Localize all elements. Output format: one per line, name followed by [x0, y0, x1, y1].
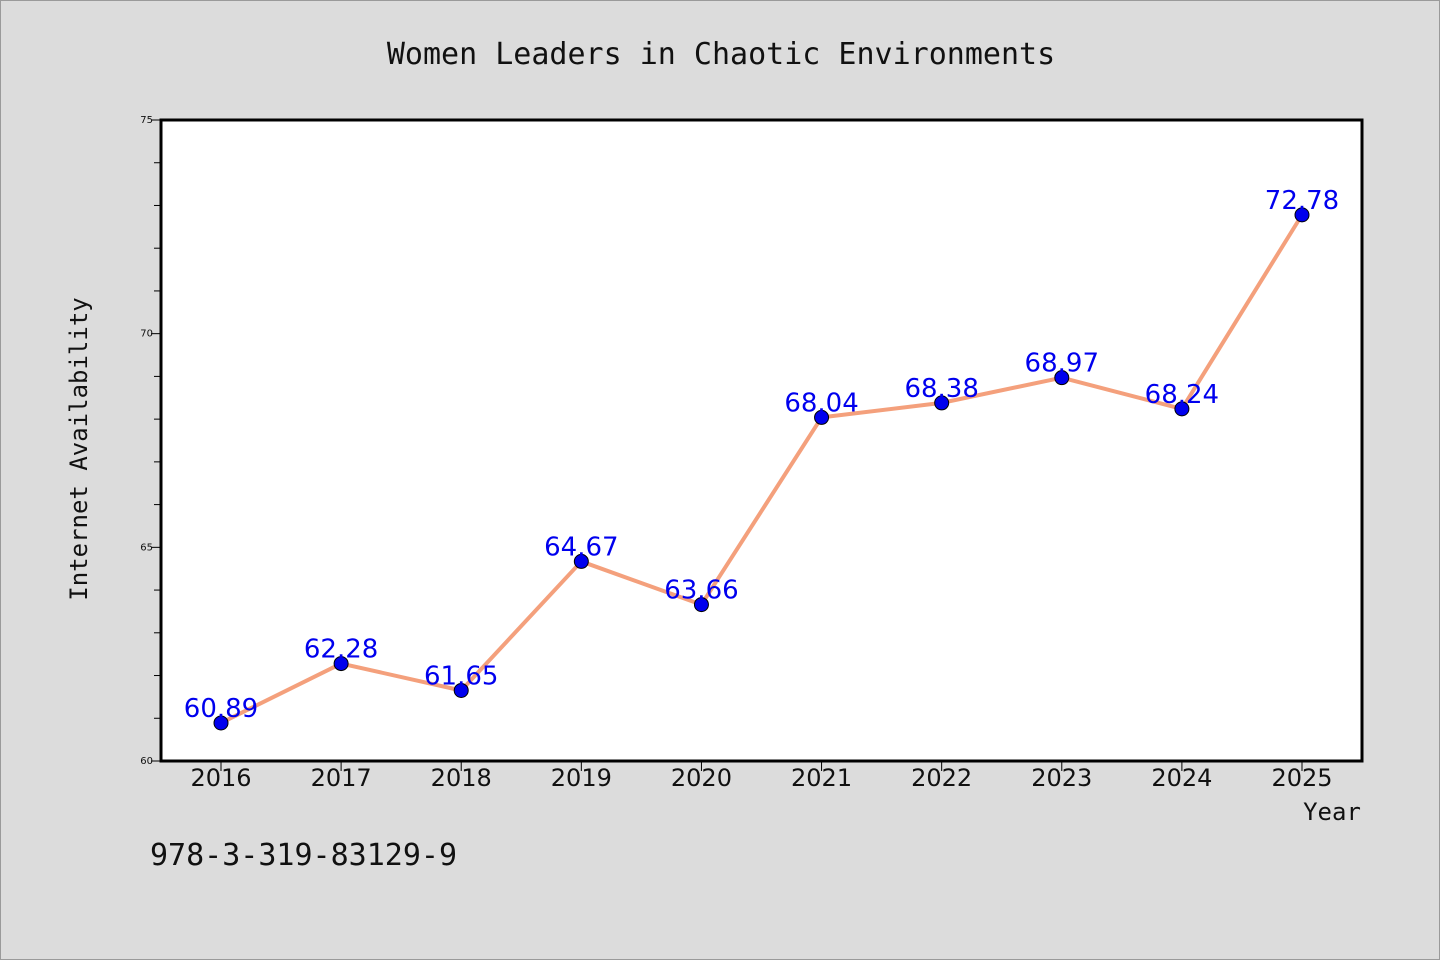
x-tick-label: 2022: [911, 764, 972, 792]
data-point: [814, 409, 830, 425]
data-point: [453, 682, 469, 698]
y-tick-label: 65: [140, 542, 153, 553]
x-axis-title: Year: [1303, 798, 1361, 826]
series-line: [219, 212, 1304, 725]
y-axis: 60 65 70 75: [140, 115, 161, 767]
x-tick-label: 2024: [1151, 764, 1212, 792]
data-label: 62.28: [304, 635, 378, 665]
data-labels: 60.89 62.28 61.65 64.67 63.66 68.04 68.38 68.97…: [184, 186, 1339, 724]
data-point: [1294, 207, 1310, 223]
data-label: 68.24: [1145, 380, 1219, 410]
y-tick-label: 75: [140, 115, 153, 126]
x-tick-label: 2017: [311, 764, 372, 792]
data-point: [934, 395, 950, 411]
data-label: 60.89: [184, 694, 258, 724]
y-tick-label: 60: [140, 756, 153, 767]
x-axis: 2016 2017 2018 2019 2020 2021 2022 2023 2024 2025: [190, 761, 1333, 792]
y-axis-title: Internet Availability: [65, 297, 93, 600]
plot-area: [159, 118, 1364, 763]
data-label: 68.38: [904, 374, 978, 404]
x-tick-label: 2023: [1031, 764, 1092, 792]
data-point: [213, 715, 229, 731]
data-label: 64.67: [544, 532, 618, 562]
data-point: [573, 553, 589, 569]
data-point: [1054, 370, 1070, 386]
x-tick-label: 2025: [1271, 764, 1332, 792]
data-point: [333, 656, 349, 672]
data-point: [693, 597, 709, 613]
x-tick-label: 2020: [671, 764, 732, 792]
series-layer: [213, 207, 1310, 731]
chart-title: Women Leaders in Chaotic Environments: [387, 37, 1055, 72]
data-label: 61.65: [424, 661, 498, 691]
x-tick-label: 2016: [190, 764, 251, 792]
data-point: [1174, 401, 1190, 417]
data-label: 63.66: [664, 576, 738, 606]
x-tick-label: 2021: [791, 764, 852, 792]
y-tick-label: 70: [140, 329, 153, 340]
data-label: 68.97: [1025, 349, 1099, 379]
footer-code: 978-3-319-83129-9: [150, 838, 457, 873]
x-tick-label: 2019: [551, 764, 612, 792]
data-label: 72.78: [1265, 186, 1339, 216]
data-label: 68.04: [784, 388, 858, 418]
x-tick-label: 2018: [431, 764, 492, 792]
